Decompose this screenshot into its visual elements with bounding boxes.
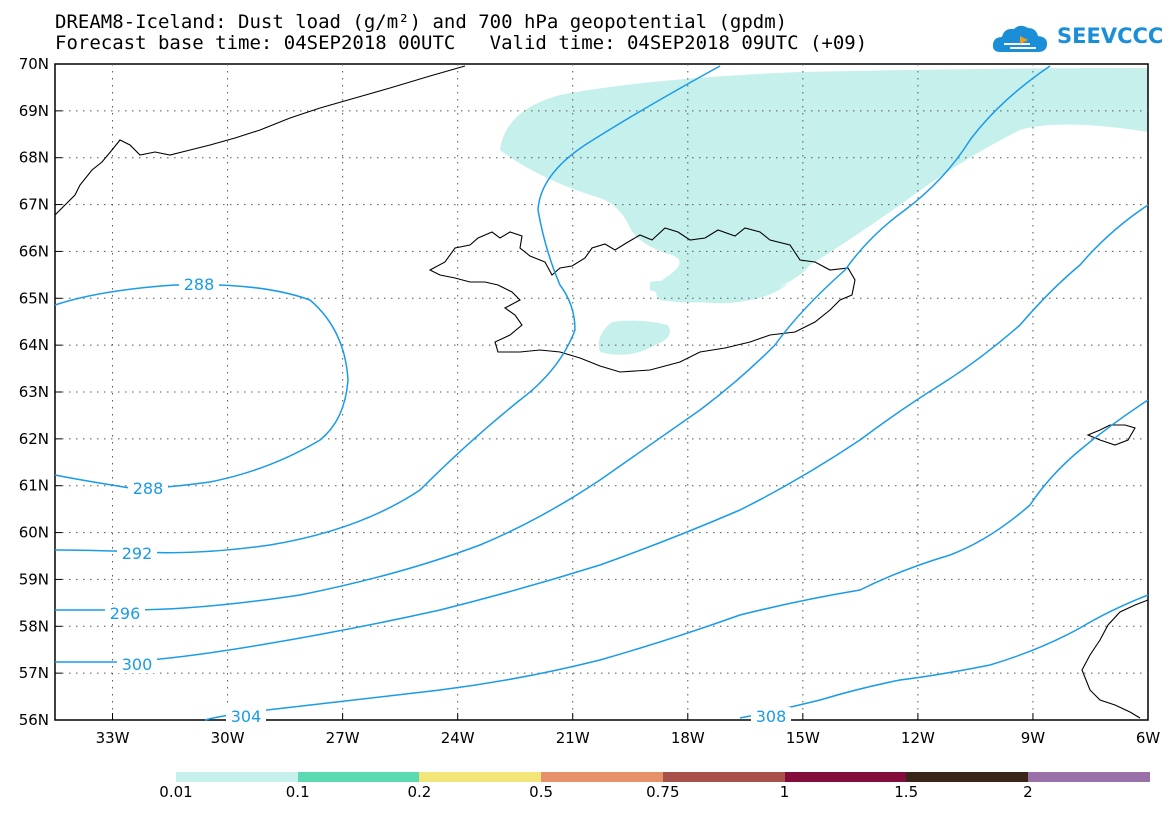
dust-load-area (500, 68, 1148, 355)
latitude-labels: 70N 69N 68N 67N 66N 65N 64N 63N 62N 61N 60N 59N 58N 5… (19, 55, 49, 729)
contour-label: 300 (122, 655, 153, 674)
contour-label: 292 (122, 544, 153, 563)
coastlines (54, 65, 1149, 719)
lat-label: 63N (19, 383, 49, 401)
lon-label: 33W (96, 729, 130, 747)
contour-label-bg (179, 275, 219, 293)
title-line-2: Forecast base time: 04SEP2018 00UTC Vali… (55, 32, 868, 54)
lat-label: 68N (19, 149, 49, 167)
contour-292 (55, 65, 1051, 611)
lat-label: 62N (19, 430, 49, 448)
colorbar-label: 0.01 (159, 783, 193, 801)
lat-label: 58N (19, 617, 49, 635)
lon-label: 6W (1136, 729, 1161, 747)
lat-label: 64N (19, 336, 49, 354)
colorbar-label: 1.5 (894, 783, 919, 801)
contour-label-bg (751, 707, 791, 725)
colorbar-label: 0.75 (646, 783, 680, 801)
lon-label: 18W (671, 729, 705, 747)
contour-296 (55, 204, 1149, 663)
greenland-coast (54, 65, 466, 216)
contour-label: 304 (231, 707, 262, 726)
iceland-coast (428, 227, 856, 373)
logo-text: SEEVCCC (1057, 24, 1164, 48)
contour-288-closed (54, 283, 349, 490)
contour-label: 296 (110, 604, 141, 623)
contour-label: 308 (756, 707, 787, 726)
lon-label: 21W (556, 729, 590, 747)
geopotential-contours (54, 65, 1149, 721)
lon-label: 24W (441, 729, 475, 747)
contour-label-bg (226, 707, 266, 725)
lat-label: 70N (19, 55, 49, 73)
colorbar-label: 0.2 (407, 783, 432, 801)
colorbar-segment (176, 772, 299, 782)
lat-label: 69N (19, 102, 49, 120)
colorbar-label: 0.5 (529, 783, 554, 801)
colorbar-label: 2 (1023, 783, 1033, 801)
lat-label: 60N (19, 524, 49, 542)
colorbar-segment (662, 772, 785, 782)
colorbar-segment (906, 772, 1029, 782)
colorbar-segment (297, 772, 420, 782)
colorbar-segment (541, 772, 664, 782)
contour-label: 288 (133, 479, 164, 498)
contour-labels: 288 288 292 296 300 304 308 (105, 275, 791, 726)
lat-label: 57N (19, 664, 49, 682)
colorbar-label: 1 (779, 783, 790, 801)
lat-label: 65N (19, 289, 49, 307)
lat-label: 59N (19, 570, 49, 588)
lon-label: 9W (1021, 729, 1046, 747)
colorbar-segment (419, 772, 542, 782)
lon-label: 12W (901, 729, 935, 747)
lat-label: 67N (19, 196, 49, 214)
colorbar-segment (1027, 772, 1151, 782)
contour-label-bg (128, 479, 168, 497)
faroe-coast (1086, 424, 1136, 446)
longitude-labels: 33W 30W 27W 24W 21W 18W 15W 12W 9W 6W (96, 729, 1161, 747)
contour-label-bg (117, 544, 157, 562)
lat-label: 61N (19, 477, 49, 495)
lon-label: 27W (326, 729, 360, 747)
cloud-logo-icon (992, 25, 1048, 52)
lat-label: 66N (19, 242, 49, 260)
contour-label-bg (105, 604, 145, 622)
contour-label: 288 (184, 275, 215, 294)
lon-label: 30W (211, 729, 245, 747)
scotland-coast (1081, 599, 1149, 719)
contour-304 (739, 594, 1149, 719)
colorbar-segment (784, 772, 907, 782)
lon-label: 15W (786, 729, 820, 747)
lat-label: 56N (19, 711, 49, 729)
title-line-1: DREAM8-Iceland: Dust load (g/m²) and 700… (55, 11, 788, 33)
contour-northeast-1 (54, 65, 721, 554)
contour-300 (204, 399, 1149, 721)
contour-label-bg (117, 655, 157, 673)
colorbar-label: 0.1 (285, 783, 310, 801)
